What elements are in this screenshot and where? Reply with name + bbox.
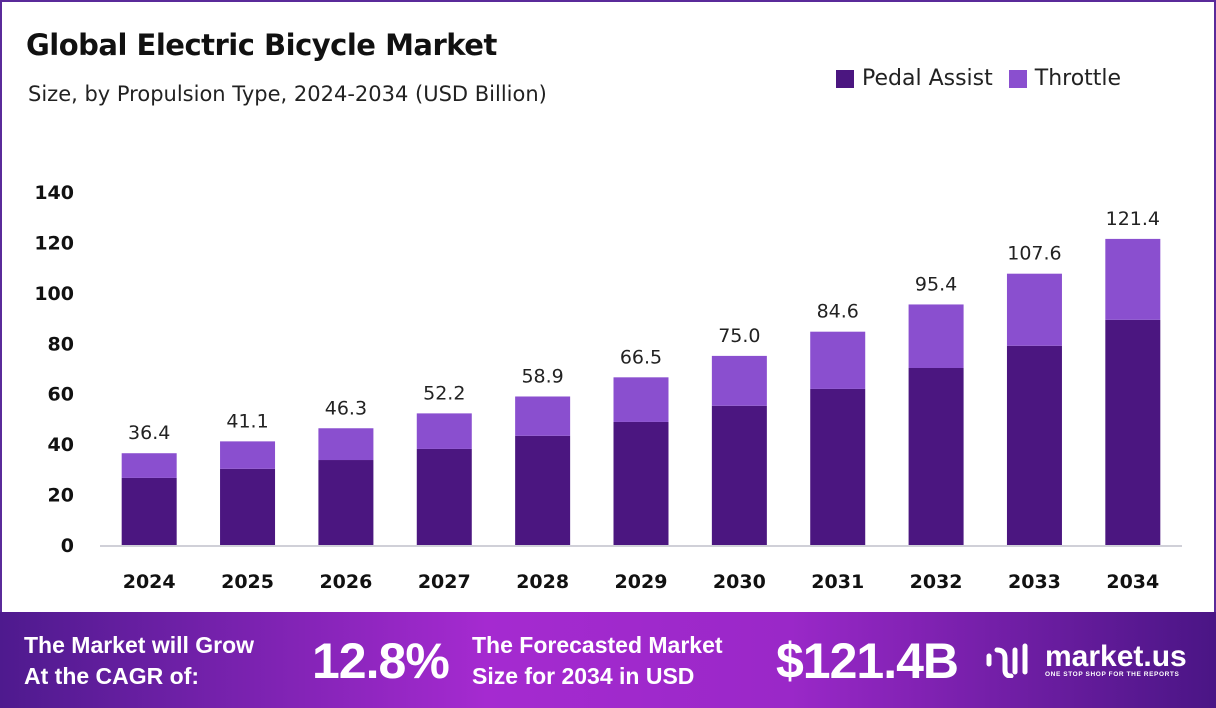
data-label: 75.0 — [718, 325, 760, 347]
data-label: 84.6 — [817, 301, 859, 323]
bar-pedal-assist — [121, 477, 177, 545]
cagr-label-line1: The Market will Grow — [24, 632, 255, 658]
data-label: 95.4 — [915, 273, 957, 295]
market-us-logo: market.us ONE STOP SHOP FOR THE REPORTS — [985, 639, 1187, 678]
footer-banner: The Market will Grow At the CAGR of: 12.8… — [0, 612, 1216, 708]
bar-pedal-assist — [1006, 345, 1062, 545]
forecast-label-line2: Size for 2034 in USD — [472, 663, 695, 689]
data-label: 58.9 — [521, 365, 563, 387]
bar-pedal-assist — [613, 421, 669, 545]
y-tick-label: 40 — [48, 434, 74, 456]
x-tick-label: 2025 — [221, 571, 274, 593]
chart-subtitle: Size, by Propulsion Type, 2024-2034 (USD… — [28, 82, 547, 106]
bar-throttle — [908, 304, 964, 368]
legend-swatch — [836, 69, 854, 88]
logo-tagline: ONE STOP SHOP FOR THE REPORTS — [1045, 670, 1180, 678]
data-label: 52.2 — [423, 382, 465, 404]
logo-icon — [986, 643, 1028, 678]
legend-swatch — [1008, 69, 1027, 88]
legend-item-throttle: Throttle — [1008, 66, 1122, 91]
x-tick-label: 2032 — [910, 571, 963, 593]
forecast-value: $121.4B — [776, 633, 959, 689]
data-label: 121.4 — [1106, 208, 1160, 230]
x-tick-label: 2030 — [713, 571, 766, 593]
bar-throttle — [416, 413, 472, 449]
data-label: 46.3 — [325, 397, 367, 419]
bar-throttle — [1105, 238, 1161, 320]
bar-chart: 0 20 40 60 80 100 120 140 36.4 2024 41.1 2025 46.3 20… — [34, 182, 1182, 593]
data-label: 36.4 — [128, 422, 170, 444]
bar-pedal-assist — [318, 460, 374, 545]
bar-pedal-assist — [810, 388, 866, 545]
y-tick-label: 80 — [48, 333, 74, 355]
cagr-label-line2: At the CAGR of: — [24, 663, 200, 689]
x-tick-label: 2024 — [123, 571, 176, 593]
x-tick-label: 2031 — [811, 571, 864, 593]
bar-throttle — [711, 355, 767, 406]
x-tick-label: 2033 — [1008, 571, 1061, 593]
x-tick-label: 2028 — [516, 571, 569, 593]
y-tick-label: 0 — [61, 535, 74, 557]
x-tick-label: 2034 — [1106, 571, 1159, 593]
cagr-label: The Market will Grow At the CAGR of: — [24, 630, 254, 692]
bar-pedal-assist — [416, 448, 472, 545]
chart-title: Global Electric Bicycle Market — [26, 28, 497, 62]
bar-throttle — [613, 377, 669, 422]
bar-throttle — [515, 396, 571, 436]
legend: Pedal Assist Throttle — [836, 66, 1121, 91]
bar-throttle — [318, 428, 374, 461]
bar-pedal-assist — [711, 405, 767, 545]
data-label: 41.1 — [226, 410, 268, 432]
bar-pedal-assist — [908, 367, 964, 545]
bar-throttle — [1006, 273, 1062, 346]
y-tick-label: 100 — [34, 283, 74, 305]
bar-throttle — [121, 453, 177, 478]
y-tick-label: 20 — [48, 485, 74, 507]
data-label: 107.6 — [1007, 243, 1061, 265]
data-label: 66.5 — [620, 346, 662, 368]
legend-label: Throttle — [1034, 66, 1122, 91]
bar-pedal-assist — [515, 435, 571, 545]
y-tick-label: 140 — [34, 182, 74, 204]
legend-label: Pedal Assist — [862, 66, 993, 91]
bar-throttle — [220, 441, 276, 469]
bar-pedal-assist — [220, 468, 276, 545]
logo-text: market.us — [1045, 639, 1187, 673]
x-tick-label: 2026 — [319, 571, 372, 593]
legend-item-pedal-assist: Pedal Assist — [836, 66, 993, 91]
bar-throttle — [810, 331, 866, 389]
bar-pedal-assist — [1105, 319, 1161, 545]
cagr-value: 12.8% — [312, 633, 450, 689]
y-tick-label: 60 — [48, 384, 74, 406]
forecast-label-line1: The Forecasted Market — [472, 632, 723, 658]
forecast-label: The Forecasted Market Size for 2034 in US… — [472, 630, 723, 692]
x-tick-label: 2029 — [615, 571, 668, 593]
y-tick-label: 120 — [34, 232, 74, 254]
x-tick-label: 2027 — [418, 571, 471, 593]
